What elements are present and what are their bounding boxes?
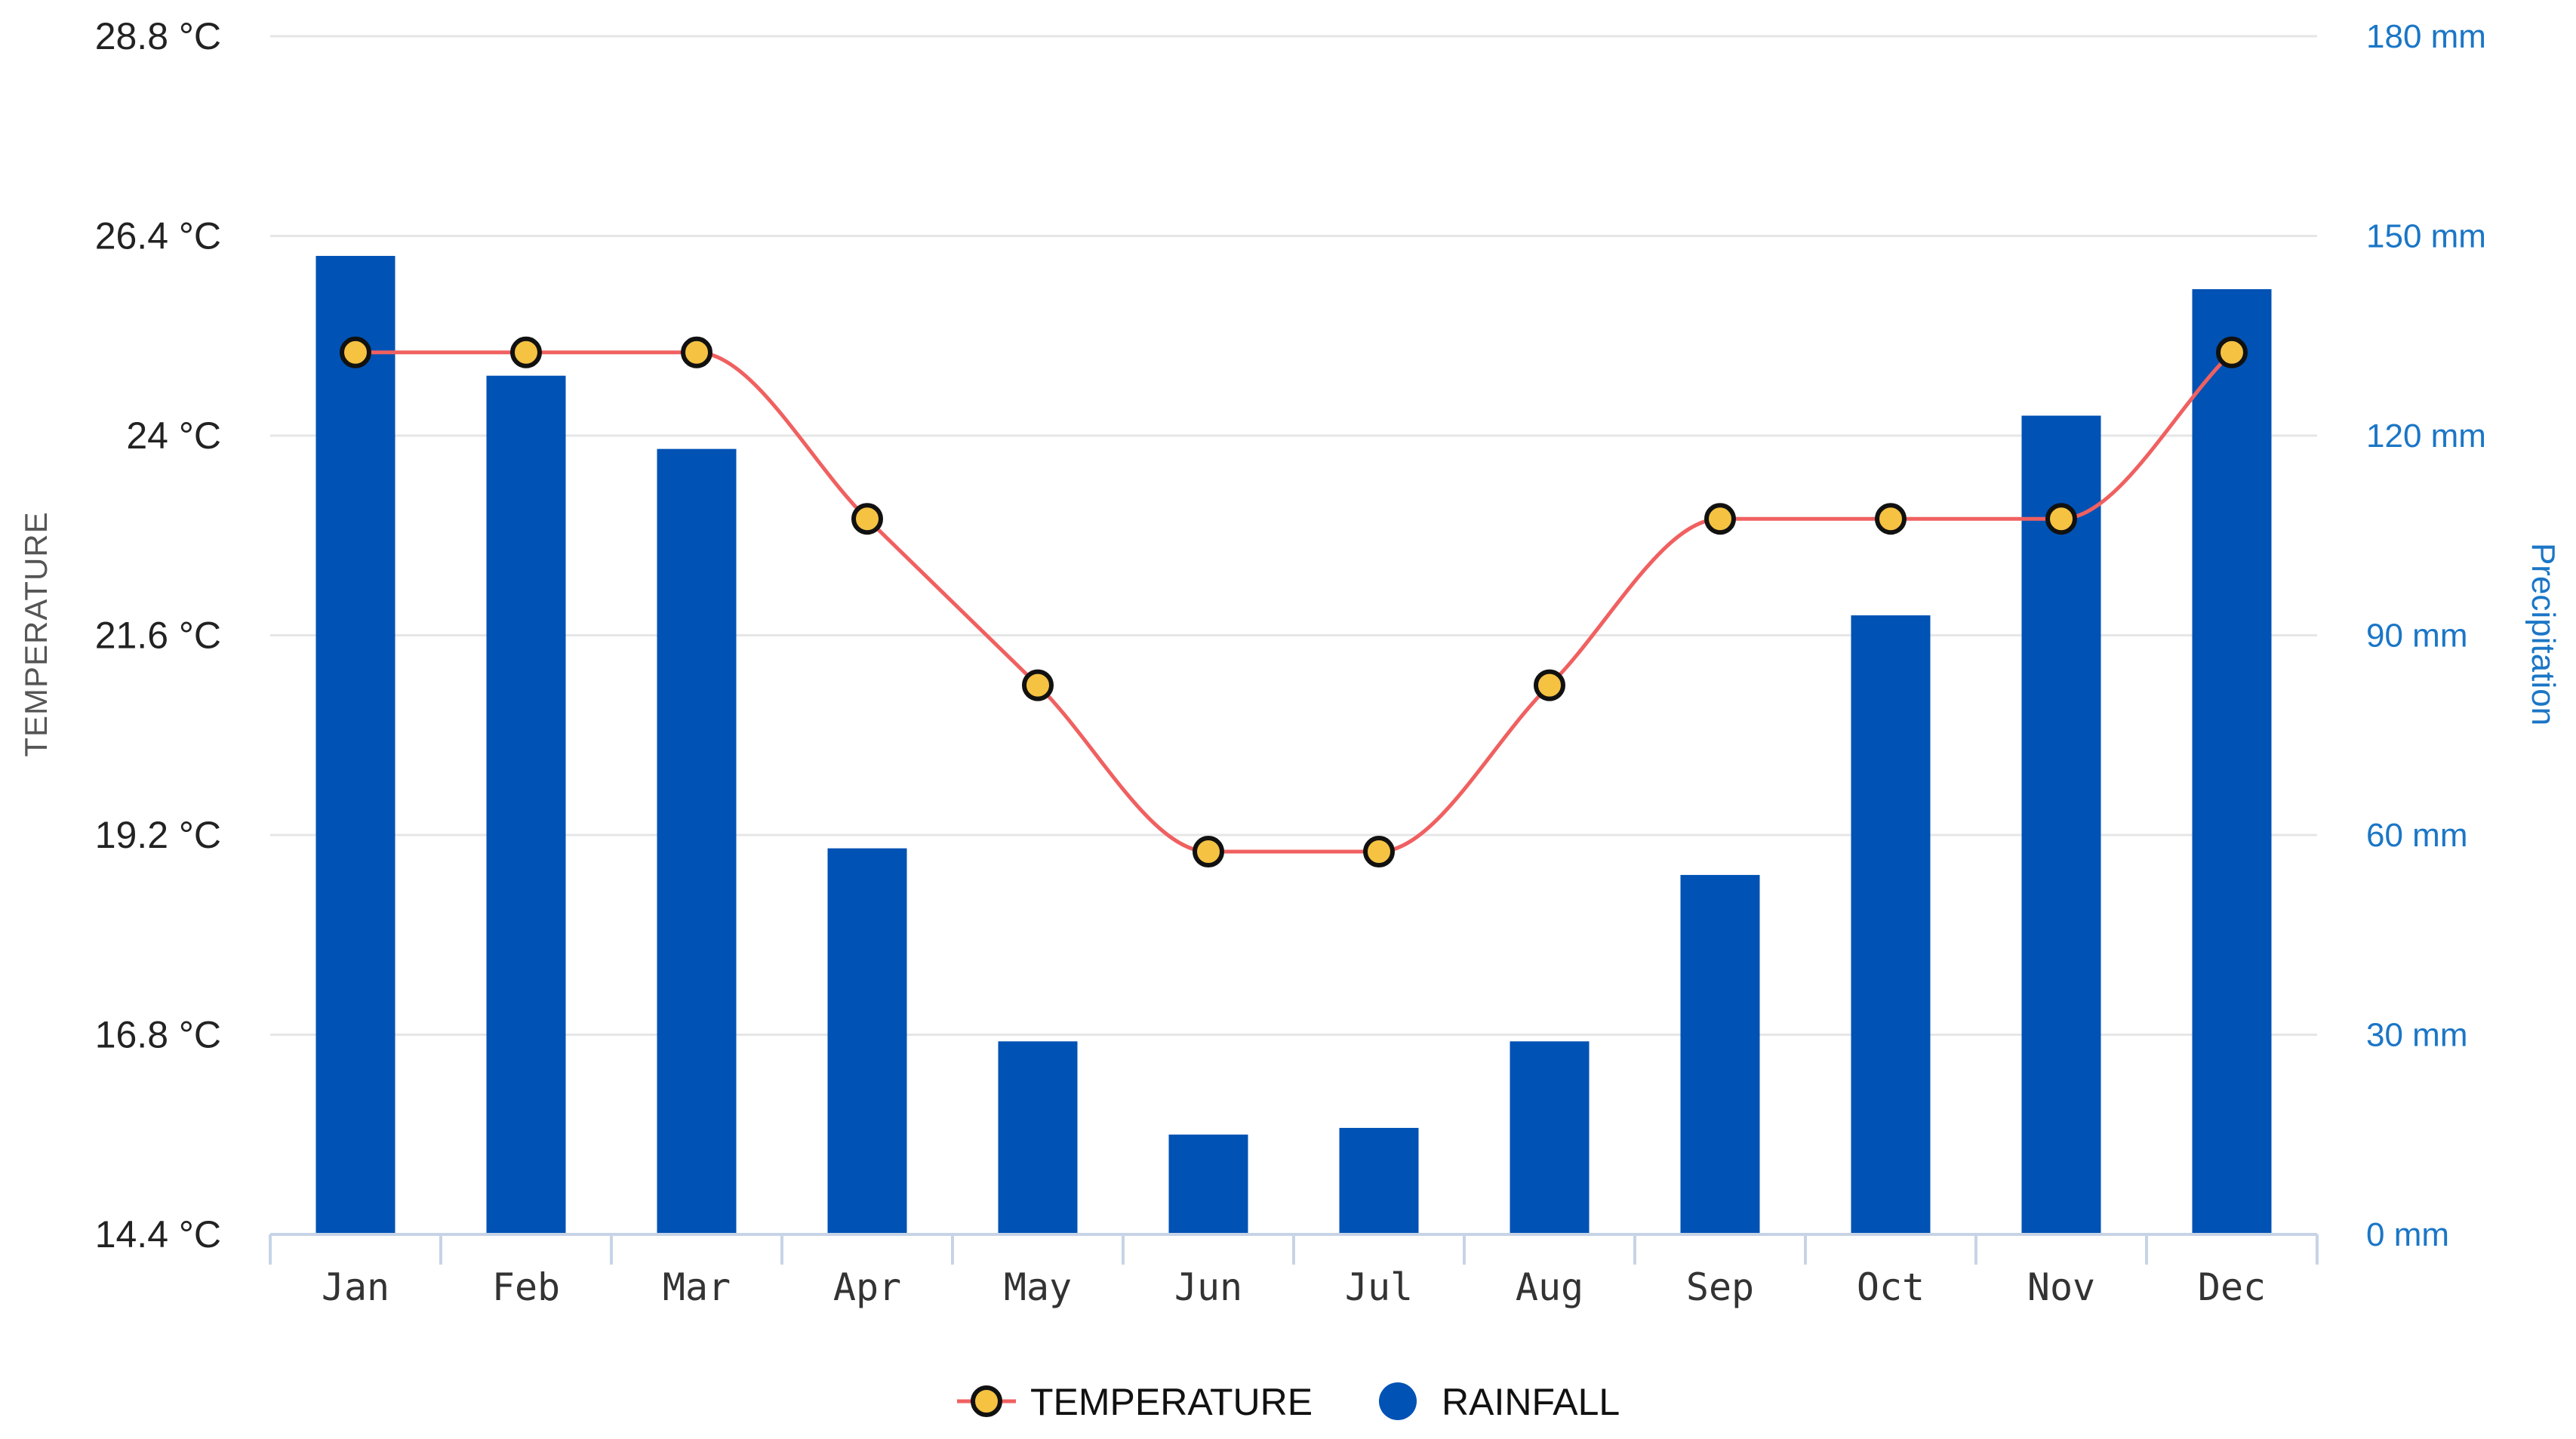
rainfall-bar-may bbox=[998, 1041, 1078, 1234]
left-axis-title: TEMPERATURE bbox=[18, 511, 54, 756]
temperature-point-apr bbox=[851, 503, 883, 535]
temperature-point-mar bbox=[681, 336, 712, 368]
legend: TEMPERATURE RAINFALL bbox=[957, 1381, 1620, 1423]
temperature-point-feb bbox=[510, 336, 542, 368]
right-tick-label: 30 mm bbox=[2366, 1017, 2467, 1054]
right-tick-label: 150 mm bbox=[2366, 218, 2486, 255]
temperature-point-aug bbox=[1534, 669, 1565, 701]
x-tick-label: May bbox=[1004, 1265, 1072, 1309]
left-axis-ticks: 14.4 °C 16.8 °C 19.2 °C 21.6 °C 24 °C 26.4 °C… bbox=[95, 15, 221, 1256]
rainfall-bar-mar bbox=[657, 448, 737, 1235]
x-tick-label: Sep bbox=[1686, 1265, 1754, 1309]
right-tick-label: 60 mm bbox=[2366, 817, 2467, 854]
rainfall-bar-aug bbox=[1510, 1041, 1590, 1234]
rainfall-bar-dec bbox=[2192, 289, 2272, 1234]
legend-temperature-marker bbox=[971, 1385, 1002, 1417]
right-axis-title: Precipitation bbox=[2525, 543, 2562, 726]
x-axis-ticks: Jan Feb Mar Apr May Jun Jul Aug Sep Oct Nov Dec bbox=[322, 1265, 2266, 1309]
temperature-line-layer bbox=[340, 336, 2248, 868]
rainfall-bar-jan bbox=[315, 255, 395, 1235]
x-tick-label: Dec bbox=[2198, 1265, 2266, 1309]
rainfall-bar-sep bbox=[1680, 874, 1760, 1234]
legend-item-rainfall[interactable]: RAINFALL bbox=[1379, 1381, 1620, 1423]
left-tick-label: 14.4 °C bbox=[95, 1213, 221, 1256]
x-tick-label: Apr bbox=[833, 1265, 901, 1309]
temperature-point-sep bbox=[1704, 503, 1736, 535]
x-tick-label: Aug bbox=[1516, 1265, 1583, 1309]
x-tick-label: Nov bbox=[2027, 1265, 2095, 1309]
left-tick-label: 16.8 °C bbox=[95, 1014, 221, 1056]
rainfall-bars bbox=[315, 255, 2272, 1235]
temperature-point-jul bbox=[1363, 836, 1395, 868]
rainfall-bar-nov bbox=[2021, 415, 2101, 1234]
temperature-line bbox=[355, 350, 2233, 854]
left-tick-label: 28.8 °C bbox=[95, 15, 221, 57]
right-axis-ticks: 0 mm 30 mm 60 mm 90 mm 120 mm 150 mm 180 mm bbox=[2366, 18, 2486, 1253]
temperature-point-nov bbox=[2045, 503, 2077, 535]
rainfall-bar-oct bbox=[1851, 615, 1931, 1234]
temperature-point-jun bbox=[1193, 836, 1224, 868]
temperature-point-may bbox=[1022, 669, 1054, 701]
right-tick-label: 90 mm bbox=[2366, 618, 2467, 655]
temperature-point-jan bbox=[340, 336, 371, 368]
x-tick-label: Jan bbox=[322, 1265, 389, 1309]
legend-rainfall-marker bbox=[1379, 1382, 1417, 1420]
x-tick-label: Mar bbox=[663, 1265, 731, 1309]
rainfall-bar-jun bbox=[1168, 1134, 1248, 1234]
x-tick-label: Oct bbox=[1857, 1265, 1925, 1309]
left-tick-label: 26.4 °C bbox=[95, 215, 221, 257]
right-tick-label: 0 mm bbox=[2366, 1216, 2449, 1253]
left-tick-label: 19.2 °C bbox=[95, 814, 221, 856]
legend-temperature-label: TEMPERATURE bbox=[1030, 1381, 1313, 1423]
temperature-point-dec bbox=[2216, 336, 2248, 368]
left-tick-label: 24 °C bbox=[126, 414, 221, 457]
grid-lines bbox=[270, 35, 2317, 1036]
rainfall-bar-feb bbox=[486, 375, 566, 1234]
left-tick-label: 21.6 °C bbox=[95, 615, 221, 657]
axes bbox=[269, 1233, 2319, 1265]
legend-item-temperature[interactable]: TEMPERATURE bbox=[957, 1381, 1313, 1423]
legend-rainfall-label: RAINFALL bbox=[1442, 1381, 1620, 1423]
rainfall-bar-jul bbox=[1339, 1127, 1419, 1234]
x-tick-label: Jul bbox=[1345, 1265, 1413, 1309]
x-tick-label: Feb bbox=[492, 1265, 560, 1309]
right-tick-label: 120 mm bbox=[2366, 418, 2486, 455]
temperature-point-oct bbox=[1875, 503, 1907, 535]
x-tick-label: Jun bbox=[1174, 1265, 1242, 1309]
rainfall-bar-apr bbox=[827, 848, 907, 1234]
right-tick-label: 180 mm bbox=[2366, 18, 2486, 55]
